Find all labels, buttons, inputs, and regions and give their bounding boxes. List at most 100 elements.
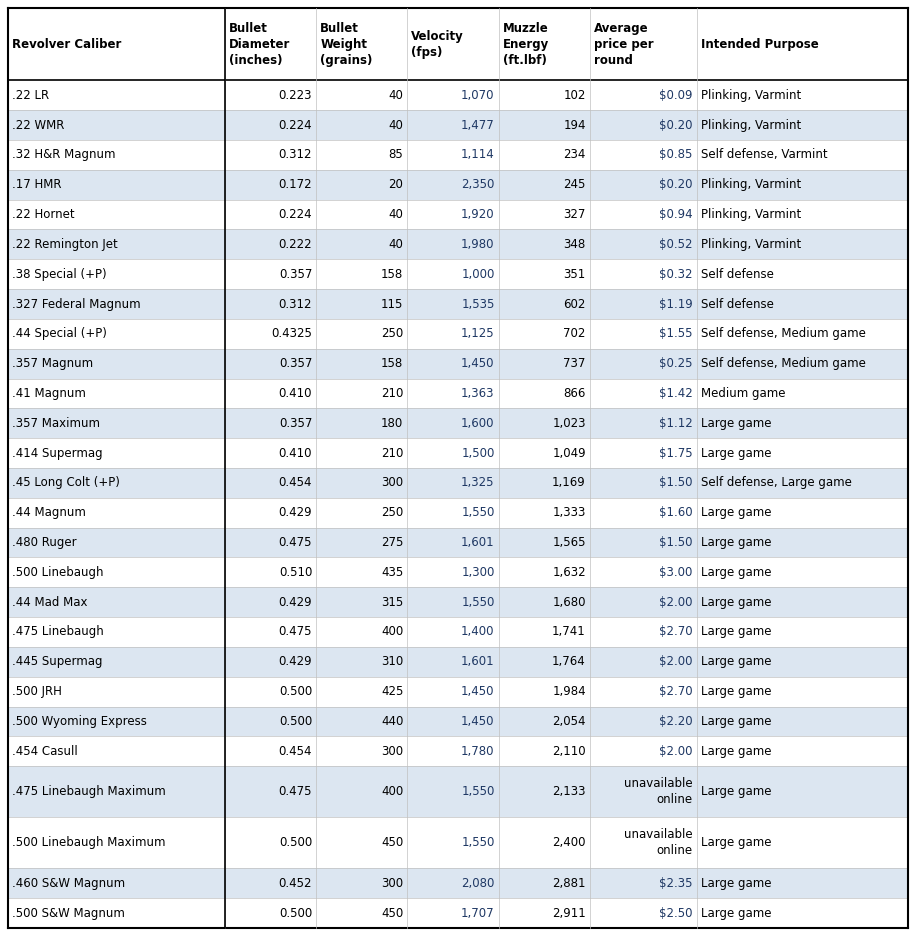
Text: $1.75: $1.75: [659, 446, 692, 460]
Text: 1,780: 1,780: [461, 745, 495, 758]
Bar: [408, 707, 498, 737]
Bar: [8, 587, 225, 617]
Bar: [316, 899, 408, 928]
Bar: [498, 617, 590, 647]
Bar: [225, 80, 316, 110]
Text: Plinking, Varmint: Plinking, Varmint: [701, 238, 801, 251]
Text: 210: 210: [381, 387, 403, 400]
Text: 0.223: 0.223: [278, 89, 312, 102]
Text: 1,400: 1,400: [461, 625, 495, 638]
Text: unavailable
online: unavailable online: [624, 828, 692, 857]
Bar: [225, 899, 316, 928]
Text: 1,980: 1,980: [461, 238, 495, 251]
Bar: [225, 468, 316, 498]
Text: 2,911: 2,911: [552, 907, 586, 919]
Text: 234: 234: [563, 149, 586, 161]
Bar: [408, 110, 498, 140]
Bar: [225, 229, 316, 259]
Bar: [590, 528, 697, 558]
Bar: [316, 817, 408, 869]
Bar: [8, 438, 225, 468]
Bar: [697, 617, 908, 647]
Text: $0.52: $0.52: [660, 238, 692, 251]
Bar: [408, 677, 498, 707]
Text: $1.19: $1.19: [659, 298, 692, 311]
Bar: [590, 110, 697, 140]
Bar: [316, 229, 408, 259]
Bar: [408, 199, 498, 229]
Bar: [590, 140, 697, 169]
Text: 1,550: 1,550: [462, 506, 495, 519]
Bar: [697, 817, 908, 869]
Bar: [316, 80, 408, 110]
Bar: [8, 498, 225, 528]
Bar: [225, 378, 316, 408]
Bar: [408, 229, 498, 259]
Text: .500 S&W Magnum: .500 S&W Magnum: [12, 907, 125, 919]
Bar: [498, 319, 590, 349]
Text: 0.454: 0.454: [278, 745, 312, 758]
Bar: [590, 259, 697, 289]
Bar: [590, 707, 697, 737]
Text: 1,477: 1,477: [461, 119, 495, 132]
Text: Large game: Large game: [701, 877, 771, 890]
Bar: [498, 378, 590, 408]
Bar: [225, 737, 316, 767]
Bar: [590, 558, 697, 587]
Bar: [408, 169, 498, 199]
Text: 2,054: 2,054: [552, 715, 586, 728]
Bar: [590, 587, 697, 617]
Text: 1,450: 1,450: [461, 685, 495, 698]
Text: $0.20: $0.20: [660, 178, 692, 191]
Bar: [8, 80, 225, 110]
Bar: [697, 647, 908, 677]
Bar: [8, 319, 225, 349]
Bar: [498, 110, 590, 140]
Bar: [498, 869, 590, 899]
Text: 2,350: 2,350: [462, 178, 495, 191]
Text: 115: 115: [381, 298, 403, 311]
Text: 20: 20: [388, 178, 403, 191]
Bar: [590, 869, 697, 899]
Bar: [225, 647, 316, 677]
Bar: [316, 8, 408, 80]
Text: .500 JRH: .500 JRH: [12, 685, 62, 698]
Text: $1.50: $1.50: [660, 536, 692, 549]
Text: Large game: Large game: [701, 536, 771, 549]
Bar: [8, 617, 225, 647]
Bar: [498, 767, 590, 817]
Bar: [408, 8, 498, 80]
Text: Muzzle
Energy
(ft.lbf): Muzzle Energy (ft.lbf): [503, 22, 549, 66]
Bar: [697, 498, 908, 528]
Text: 2,110: 2,110: [552, 745, 586, 758]
Text: 1,070: 1,070: [461, 89, 495, 102]
Text: 1,325: 1,325: [461, 476, 495, 490]
Text: 275: 275: [381, 536, 403, 549]
Text: $1.55: $1.55: [660, 328, 692, 341]
Text: Bullet
Diameter
(inches): Bullet Diameter (inches): [229, 22, 290, 66]
Bar: [225, 169, 316, 199]
Text: .500 Wyoming Express: .500 Wyoming Express: [12, 715, 147, 728]
Bar: [316, 468, 408, 498]
Bar: [498, 140, 590, 169]
Bar: [8, 707, 225, 737]
Bar: [408, 767, 498, 817]
Bar: [697, 199, 908, 229]
Bar: [316, 767, 408, 817]
Bar: [8, 647, 225, 677]
Bar: [697, 737, 908, 767]
Text: 85: 85: [388, 149, 403, 161]
Bar: [408, 617, 498, 647]
Bar: [225, 528, 316, 558]
Bar: [498, 899, 590, 928]
Text: 737: 737: [563, 358, 586, 370]
Bar: [225, 767, 316, 817]
Bar: [225, 140, 316, 169]
Text: 40: 40: [388, 238, 403, 251]
Text: Plinking, Varmint: Plinking, Varmint: [701, 178, 801, 191]
Text: 158: 158: [381, 358, 403, 370]
Bar: [697, 259, 908, 289]
Text: .414 Supermag: .414 Supermag: [12, 446, 103, 460]
Text: .460 S&W Magnum: .460 S&W Magnum: [12, 877, 125, 890]
Bar: [8, 378, 225, 408]
